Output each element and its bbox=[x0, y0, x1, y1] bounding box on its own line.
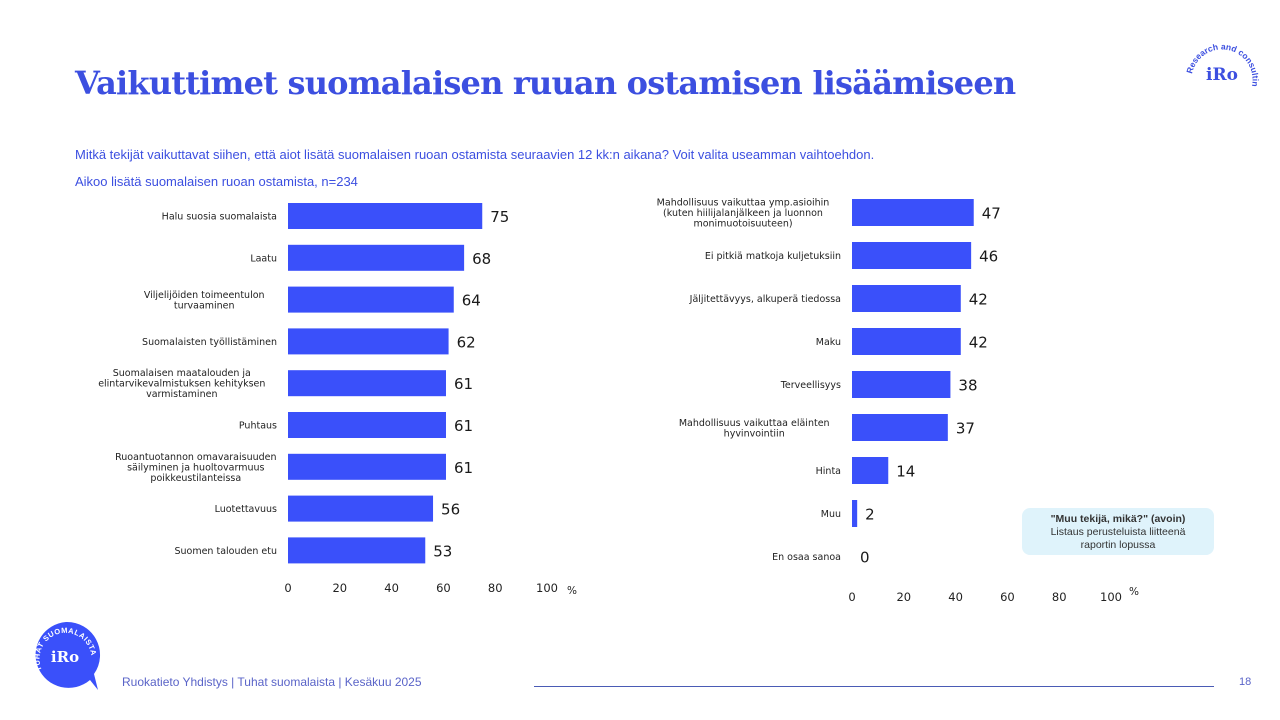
page-title: Vaikuttimet suomalaisen ruuan ostamisen … bbox=[75, 64, 1016, 102]
data-label: 37 bbox=[956, 420, 975, 438]
data-label: 61 bbox=[454, 375, 473, 393]
category-label: säilyminen ja huoltovarmuus bbox=[127, 462, 264, 473]
x-tick-label: 80 bbox=[488, 581, 503, 595]
bar bbox=[852, 242, 972, 269]
category-label: Viljelijöiden toimeentulon bbox=[144, 290, 265, 301]
category-label: Ei pitkiä matkoja kuljetuksiin bbox=[705, 251, 841, 262]
x-tick-label: 60 bbox=[436, 581, 451, 595]
bar bbox=[852, 285, 961, 312]
category-label: Puhtaus bbox=[239, 421, 277, 432]
iro-logo-icon: Research and consulting iRo bbox=[1178, 34, 1261, 87]
category-label: Luotettavuus bbox=[215, 504, 277, 515]
category-label: Mahdollisuus vaikuttaa ymp.asioihin bbox=[657, 198, 830, 209]
bar bbox=[288, 286, 454, 313]
note-line-2: raportin lopussa bbox=[1080, 539, 1156, 551]
data-label: 42 bbox=[969, 291, 988, 309]
data-label: 38 bbox=[958, 377, 977, 395]
data-label: 47 bbox=[982, 205, 1001, 223]
data-label: 64 bbox=[462, 292, 481, 310]
category-label: Muu bbox=[821, 509, 841, 520]
category-label: monimuotoisuuteen) bbox=[693, 219, 792, 230]
x-tick-label: 40 bbox=[948, 590, 963, 604]
data-label: 75 bbox=[490, 208, 509, 226]
bar bbox=[288, 370, 446, 397]
data-label: 53 bbox=[433, 542, 452, 560]
x-tick-label: 40 bbox=[384, 581, 399, 595]
bar bbox=[288, 244, 465, 271]
data-label: 46 bbox=[979, 248, 998, 266]
bar bbox=[852, 500, 858, 527]
data-label: 68 bbox=[472, 250, 491, 268]
note-box: "Muu tekijä, mikä?" (avoin) Listaus peru… bbox=[1022, 508, 1214, 555]
category-label: Suomen talouden etu bbox=[174, 546, 277, 557]
respondent-subset: Aikoo lisätä suomalaisen ruoan ostamista… bbox=[75, 174, 358, 189]
bar bbox=[288, 203, 483, 229]
bar bbox=[852, 371, 951, 398]
x-tick-label: 100 bbox=[536, 581, 558, 595]
category-label: Hinta bbox=[816, 466, 841, 477]
footer-divider bbox=[534, 686, 1214, 687]
data-label: 14 bbox=[896, 463, 915, 481]
badge-logo-text: iRo bbox=[51, 648, 79, 666]
x-tick-label: 0 bbox=[848, 590, 855, 604]
category-label: turvaaminen bbox=[174, 300, 235, 311]
page-number: 18 bbox=[1239, 676, 1252, 688]
category-label: Laatu bbox=[250, 253, 277, 264]
survey-question: Mitkä tekijät vaikuttavat siihen, että a… bbox=[75, 147, 875, 162]
category-label: Suomalaisen maatalouden ja bbox=[113, 368, 251, 379]
x-tick-label: 60 bbox=[1000, 590, 1015, 604]
category-label: Ruoantuotannon omavaraisuuden bbox=[115, 452, 276, 463]
note-line-1: Listaus perusteluista liitteenä bbox=[1050, 526, 1186, 538]
category-label: Terveellisyys bbox=[780, 380, 841, 391]
logo-text: iRo bbox=[1206, 65, 1238, 85]
x-axis-unit-label: % bbox=[1129, 586, 1139, 598]
x-tick-label: 0 bbox=[284, 581, 291, 595]
bar bbox=[852, 457, 889, 484]
bar bbox=[852, 414, 948, 441]
bar bbox=[288, 412, 446, 438]
data-label: 0 bbox=[860, 549, 870, 567]
tuhat-suomalaista-badge-icon: TUHAT SUOMALAISTA iRo bbox=[32, 621, 101, 690]
data-label: 42 bbox=[969, 334, 988, 352]
category-label: En osaa sanoa bbox=[772, 552, 841, 563]
bar bbox=[852, 328, 961, 355]
data-label: 61 bbox=[454, 417, 473, 435]
data-label: 56 bbox=[441, 501, 460, 519]
category-label: Maku bbox=[816, 337, 841, 348]
x-axis-unit-label: % bbox=[567, 585, 577, 597]
category-label: Suomalaisten työllistäminen bbox=[142, 337, 277, 348]
data-label: 62 bbox=[457, 333, 476, 351]
category-label: elintarvikevalmistuksen kehityksen bbox=[98, 379, 265, 390]
category-label: poikkeustilanteissa bbox=[150, 473, 241, 484]
bar bbox=[288, 495, 434, 522]
category-label: hyvinvointiin bbox=[724, 428, 785, 439]
category-label: Mahdollisuus vaikuttaa eläinten bbox=[679, 418, 830, 429]
data-label: 2 bbox=[865, 506, 875, 524]
x-tick-label: 20 bbox=[896, 590, 911, 604]
category-label: Halu suosia suomalaista bbox=[162, 212, 277, 223]
bar bbox=[288, 537, 426, 564]
x-tick-label: 80 bbox=[1052, 590, 1067, 604]
bar bbox=[852, 199, 974, 226]
category-label: (kuten hiilijalanjälkeen ja luonnon bbox=[663, 208, 823, 219]
data-label: 61 bbox=[454, 459, 473, 477]
bar bbox=[288, 328, 449, 355]
x-tick-label: 20 bbox=[332, 581, 347, 595]
note-title: "Muu tekijä, mikä?" (avoin) bbox=[1050, 513, 1186, 525]
category-label: varmistaminen bbox=[146, 389, 217, 400]
bar bbox=[288, 453, 446, 480]
category-label: Jäljitettävyys, alkuperä tiedossa bbox=[689, 294, 841, 305]
footer-source: Ruokatieto Yhdistys | Tuhat suomalaista … bbox=[122, 675, 422, 689]
x-tick-label: 100 bbox=[1100, 590, 1122, 604]
